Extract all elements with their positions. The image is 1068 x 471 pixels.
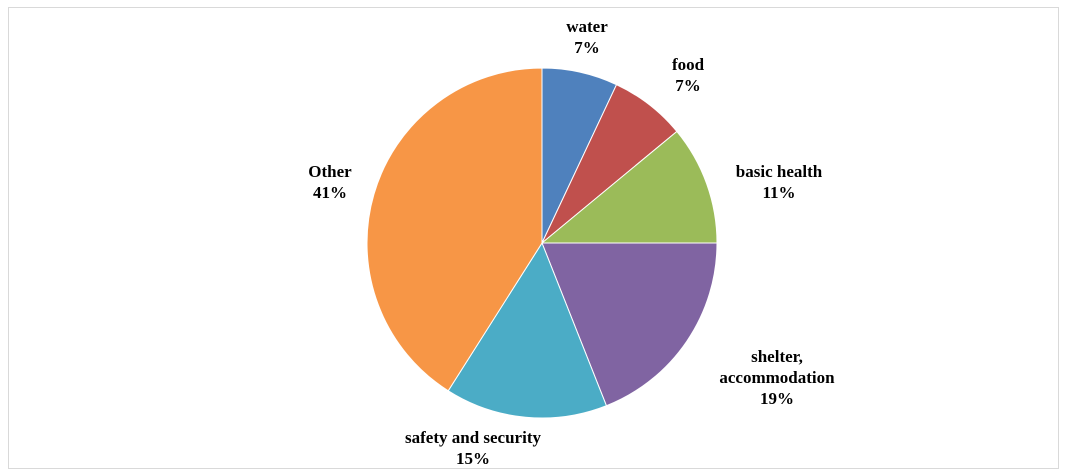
pie-slice-safety-and-security xyxy=(447,241,608,419)
data-label-water: water 7% xyxy=(566,17,608,57)
pie-slice-basic-health xyxy=(540,130,718,244)
data-label-value: 19% xyxy=(760,389,794,408)
data-label-category: Other xyxy=(308,162,352,181)
data-label-other: Other 41% xyxy=(308,162,352,202)
pie-slices xyxy=(366,67,718,419)
data-labels: water 7% food 7% basic health 11% shelter, acco… xyxy=(308,17,835,468)
data-label-value: 7% xyxy=(574,38,600,57)
pie-slice-shelter-accommodation xyxy=(541,242,718,407)
data-label-category: basic health xyxy=(736,162,823,181)
data-label-shelter-accommodation: shelter, accommodation 19% xyxy=(719,347,835,408)
data-label-category: food xyxy=(672,55,705,74)
pie-slice-other xyxy=(366,67,543,392)
data-label-value: 15% xyxy=(456,449,490,468)
data-label-value: 7% xyxy=(675,76,701,95)
data-label-value: 11% xyxy=(762,183,795,202)
data-label-category: shelter, accommodation xyxy=(719,347,835,387)
data-label-basic-health: basic health 11% xyxy=(736,162,823,202)
data-label-category: water xyxy=(566,17,608,36)
data-label-safety-and-security: safety and security 15% xyxy=(405,428,541,468)
data-label-value: 41% xyxy=(313,183,347,202)
data-label-food: food 7% xyxy=(672,55,705,95)
data-label-category: safety and security xyxy=(405,428,541,447)
